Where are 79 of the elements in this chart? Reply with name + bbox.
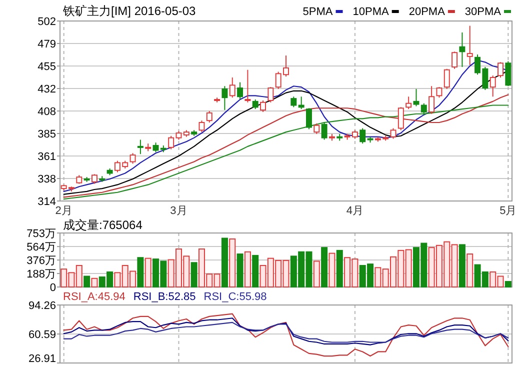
legend-label: 30PMA bbox=[464, 6, 502, 18]
candlestick bbox=[505, 60, 512, 87]
legend-label: 20PMA bbox=[408, 6, 446, 18]
chart-title: 成交量:765064 bbox=[63, 218, 143, 232]
y-tick-label: 0 bbox=[50, 282, 56, 294]
candlestick bbox=[130, 152, 136, 164]
candlestick bbox=[244, 69, 251, 103]
bar bbox=[221, 238, 228, 288]
y-tick-label: 502 bbox=[38, 16, 56, 28]
y-tick-label: 432 bbox=[38, 84, 56, 96]
bar bbox=[321, 247, 328, 288]
legend-label: 10PMA bbox=[352, 6, 390, 18]
series-label: RSI_A:45.94 bbox=[63, 291, 126, 303]
chart-title: 铁矿主力[IM] 2016-05-03 bbox=[62, 4, 196, 18]
candlestick bbox=[198, 120, 205, 133]
y-tick-label: 479 bbox=[38, 38, 56, 50]
y-tick-label: 564万 bbox=[26, 242, 56, 254]
y-tick-label: 455 bbox=[38, 61, 56, 73]
candlestick bbox=[206, 110, 212, 123]
y-tick-label: 94.26 bbox=[28, 300, 56, 312]
bar bbox=[137, 257, 144, 288]
candlestick bbox=[498, 62, 504, 78]
bar bbox=[190, 262, 198, 288]
candlestick bbox=[428, 86, 435, 114]
bar bbox=[91, 278, 98, 288]
candlestick bbox=[222, 86, 228, 111]
candlestick bbox=[306, 108, 312, 130]
y-tick-label: 188万 bbox=[26, 268, 56, 281]
candlestick bbox=[314, 122, 320, 134]
candlestick bbox=[398, 106, 404, 131]
bar bbox=[458, 244, 466, 288]
bar bbox=[144, 258, 152, 288]
bar bbox=[229, 238, 236, 288]
candlestick bbox=[229, 76, 236, 98]
candlestick bbox=[137, 139, 144, 155]
bar bbox=[313, 260, 320, 288]
bar bbox=[328, 252, 336, 288]
candlestick bbox=[298, 96, 304, 110]
x-tick-label: 2月 bbox=[55, 205, 72, 217]
bar bbox=[84, 276, 90, 288]
y-tick-label: 361 bbox=[38, 151, 56, 163]
legend-label: 5PMA bbox=[302, 6, 334, 18]
bar bbox=[244, 251, 251, 288]
candlestick bbox=[268, 86, 274, 103]
candlestick bbox=[459, 32, 466, 68]
candlestick bbox=[406, 96, 412, 110]
bar bbox=[504, 281, 512, 288]
y-tick-label: 376万 bbox=[26, 255, 56, 268]
candlestick bbox=[237, 82, 244, 100]
x-tick-label: 5月 bbox=[500, 205, 517, 217]
candlestick bbox=[91, 174, 98, 184]
y-tick-label: 408 bbox=[38, 106, 56, 118]
y-tick-label: 26.91 bbox=[28, 353, 56, 365]
bar bbox=[236, 254, 244, 288]
candlestick bbox=[290, 96, 297, 108]
y-tick-label: 60.59 bbox=[28, 328, 56, 341]
candlestick bbox=[252, 99, 258, 110]
candlestick bbox=[390, 128, 396, 140]
text: RSI_C:55.98 bbox=[204, 291, 267, 303]
candlestick bbox=[321, 122, 328, 140]
candlestick bbox=[436, 86, 442, 98]
candlestick bbox=[168, 135, 174, 150]
candlestick bbox=[413, 88, 420, 107]
y-tick-label: 314 bbox=[38, 196, 56, 208]
bar bbox=[466, 254, 474, 288]
candlestick bbox=[452, 51, 458, 70]
y-tick-label: 385 bbox=[38, 128, 56, 140]
candlestick bbox=[360, 128, 366, 144]
candlestick bbox=[466, 25, 473, 66]
y-tick-label: 753万 bbox=[26, 228, 56, 240]
x-tick-label: 4月 bbox=[346, 205, 364, 217]
bar bbox=[252, 254, 259, 288]
bar bbox=[336, 250, 343, 288]
x-tick-label: 3月 bbox=[170, 205, 188, 217]
candlestick bbox=[490, 75, 496, 98]
candlestick bbox=[260, 100, 266, 112]
series-label: RSI_B:52.85 bbox=[133, 291, 196, 303]
candlestick bbox=[444, 68, 450, 90]
y-tick-label: 338 bbox=[38, 174, 56, 186]
